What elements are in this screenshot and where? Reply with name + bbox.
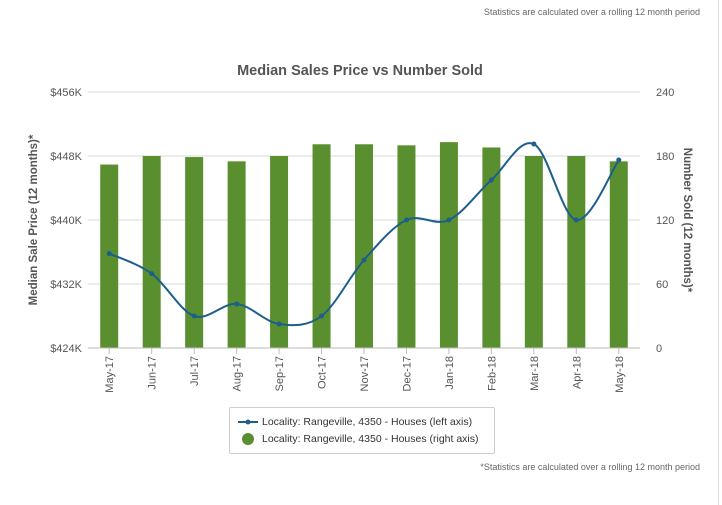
x-tick-label: Jan-18: [444, 356, 456, 390]
y-right-tick-label: 180: [656, 151, 674, 163]
bar: [312, 144, 331, 348]
legend-item-bar[interactable]: Locality: Rangeville, 4350 - Houses (rig…: [238, 431, 479, 447]
chart: Median Sales Price vs Number Sold $424K 0…: [28, 63, 693, 393]
axes: $424K 0 $432K 60 $440K 120 $448K 180 $456K 240 May…: [50, 87, 674, 393]
bar: [397, 145, 416, 348]
legend-item-line[interactable]: Locality: Rangeville, 4350 - Houses (lef…: [238, 414, 472, 430]
bar: [185, 157, 204, 348]
line-series: [106, 141, 622, 327]
line-point: [234, 301, 240, 307]
header-note: Statistics are calculated over a rolling…: [483, 7, 700, 17]
bar: [524, 156, 543, 348]
y-left-tick-label: $424K: [50, 343, 82, 355]
line-point: [191, 313, 197, 319]
line-point: [276, 321, 282, 327]
x-tick-label: Feb-18: [486, 356, 498, 391]
line-point: [446, 217, 452, 223]
bar: [270, 156, 289, 348]
y-left-tick-label: $440K: [50, 215, 82, 227]
x-tick-label: Jun-17: [147, 356, 159, 390]
legend-label-line: Locality: Rangeville, 4350 - Houses (lef…: [262, 416, 473, 428]
y-left-tick-label: $432K: [50, 279, 82, 291]
bar: [567, 156, 586, 348]
bar: [355, 144, 373, 348]
x-tick-label: Mar-18: [529, 356, 541, 391]
line-point: [403, 217, 409, 223]
y-right-tick-label: 240: [656, 87, 674, 99]
line-point: [106, 251, 112, 257]
y-axis-right-label: Number Sold (12 months)*: [681, 148, 693, 293]
y-right-tick-label: 60: [656, 279, 668, 291]
y-axis-left-label: Median Sale Price (12 months)*: [28, 134, 40, 305]
x-tick-label: Jul-17: [189, 356, 201, 386]
y-left-tick-label: $456K: [50, 87, 82, 99]
line-point: [531, 141, 537, 147]
footer-note: *Statistics are calculated over a rollin…: [480, 462, 700, 472]
line-point: [361, 257, 367, 263]
line-point: [616, 157, 622, 163]
y-right-tick-label: 120: [656, 215, 674, 227]
x-tick-label: Dec-17: [401, 356, 413, 391]
x-tick-label: Sep-17: [274, 356, 286, 391]
line-point: [319, 313, 325, 319]
x-tick-label: May-18: [614, 356, 626, 393]
bar: [142, 156, 161, 348]
bar: [609, 161, 628, 348]
y-right-tick-label: 0: [656, 343, 662, 355]
line-point: [149, 271, 155, 277]
line-point: [573, 217, 579, 223]
x-tick-label: Apr-18: [571, 356, 583, 389]
x-tick-label: Nov-17: [359, 356, 371, 391]
bar-series: [100, 142, 628, 348]
x-tick-label: Oct-17: [317, 356, 329, 389]
legend: Locality: Rangeville, 4350 - Houses (lef…: [229, 407, 495, 454]
legend-label-bar: Locality: Rangeville, 4350 - Houses (rig…: [262, 433, 479, 445]
circle-marker-icon: [238, 432, 258, 446]
divider: [718, 0, 719, 505]
bar: [482, 147, 501, 348]
y-left-tick-label: $448K: [50, 151, 82, 163]
bar: [227, 161, 246, 348]
bar: [100, 164, 119, 348]
x-tick-label: Aug-17: [232, 356, 244, 391]
x-tick-label: May-17: [104, 356, 116, 393]
line-marker-icon: [238, 415, 258, 429]
chart-title: Median Sales Price vs Number Sold: [237, 63, 483, 79]
line-point: [488, 177, 494, 183]
bar: [439, 142, 458, 348]
